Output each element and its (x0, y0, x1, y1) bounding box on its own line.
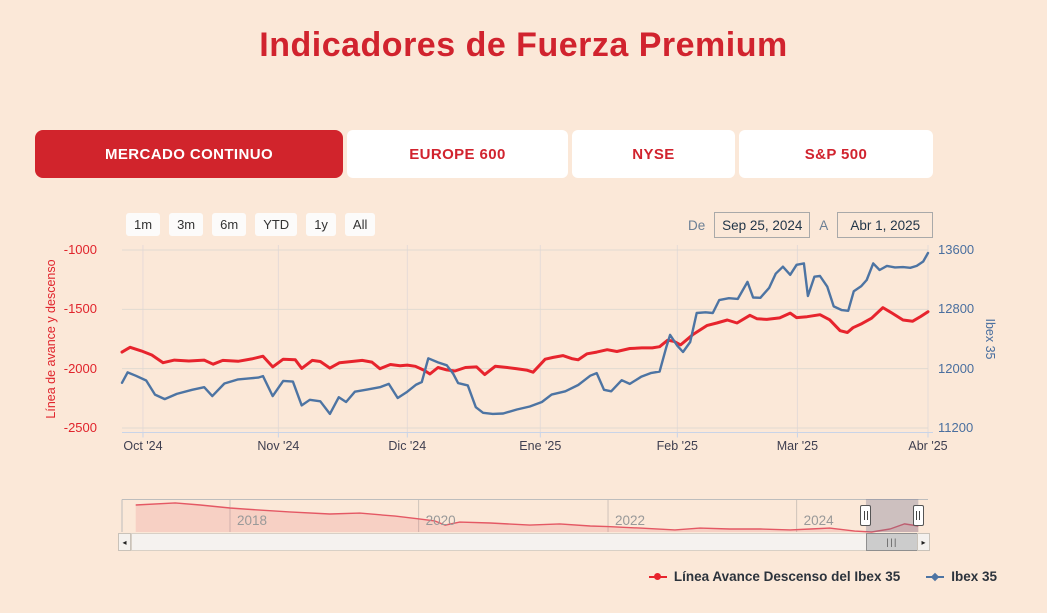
legend-label: Línea Avance Descenso del Ibex 35 (673, 569, 901, 584)
x-axis-tick-label: Mar '25 (776, 439, 819, 453)
right-axis-tick-label: 12800 (938, 301, 975, 317)
range-button-1y[interactable]: 1y (306, 213, 336, 236)
legend-label: Ibex 35 (951, 569, 997, 584)
date-range: De A (688, 212, 934, 238)
range-button-1m[interactable]: 1m (126, 213, 161, 236)
x-axis-tick-label: Feb '25 (656, 439, 698, 453)
range-button-all[interactable]: All (344, 213, 376, 236)
right-axis-tick-label: 12000 (938, 360, 975, 376)
tab-bar: MERCADO CONTINUO EUROPE 600 NYSE S&P 500 (35, 130, 933, 178)
navigator-year-label: 2018 (236, 513, 268, 528)
scrollbar-right-arrow-icon[interactable]: ▸ (917, 533, 930, 551)
left-axis-tick-label: -1000 (63, 242, 97, 257)
to-date-input[interactable] (837, 212, 934, 238)
range-button-6m[interactable]: 6m (212, 213, 247, 236)
x-axis-tick-label: Dic '24 (388, 439, 427, 453)
right-axis-title: Ibex 35 (983, 318, 997, 360)
navigator-left-handle[interactable] (860, 505, 872, 526)
range-button-ytd[interactable]: YTD (255, 213, 298, 236)
x-axis-tick-label: Nov '24 (257, 439, 300, 453)
right-axis-tick-label: 13600 (938, 242, 975, 257)
scrollbar-left-arrow-icon[interactable]: ◂ (118, 533, 131, 551)
navigator-right-handle[interactable] (912, 505, 924, 526)
range-selector: 1m 3m 6m YTD 1y All (126, 213, 376, 236)
legend-line-circle-icon (648, 572, 667, 581)
series-line-avance-descenso (120, 306, 930, 377)
from-label: De (688, 217, 706, 233)
legend: Línea Avance Descenso del Ibex 35 Ibex 35 (648, 569, 997, 584)
tab-nyse[interactable]: NYSE (572, 130, 735, 178)
tab-europe-600[interactable]: EUROPE 600 (347, 130, 568, 178)
x-axis-tick-label: Ene '25 (519, 439, 562, 453)
legend-item-ibex35[interactable]: Ibex 35 (926, 569, 997, 584)
page-title: Indicadores de Fuerza Premium (259, 26, 788, 64)
left-axis-tick-label: -2000 (63, 360, 97, 376)
tab-mercado-continuo[interactable]: MERCADO CONTINUO (35, 130, 343, 178)
legend-line-diamond-icon (926, 572, 945, 581)
left-axis-tick-label: -1500 (63, 301, 97, 317)
left-axis-tick-label: -2500 (63, 420, 97, 435)
range-button-3m[interactable]: 3m (169, 213, 204, 236)
scrollbar-thumb[interactable]: ||| (865, 533, 919, 551)
x-axis-tick-label: Oct '24 (123, 439, 163, 453)
right-axis-tick-label: 11200 (938, 420, 974, 435)
series-line-ibex35 (120, 251, 930, 416)
legend-item-avance-descenso[interactable]: Línea Avance Descenso del Ibex 35 (648, 569, 901, 584)
left-axis-title: Línea de avance y descenso (44, 259, 58, 419)
navigator-year-label: 2024 (803, 513, 834, 528)
navigator-year-label: 2020 (425, 513, 456, 528)
scrollbar-track[interactable] (131, 533, 917, 551)
navigator-year-label: 2022 (614, 513, 646, 528)
from-date-input[interactable] (714, 212, 811, 238)
x-axis-tick-label: Abr '25 (908, 439, 948, 453)
tab-s-p-500[interactable]: S&P 500 (739, 130, 933, 178)
to-label: A (819, 217, 829, 233)
navigator-selection-mask[interactable] (865, 499, 919, 532)
